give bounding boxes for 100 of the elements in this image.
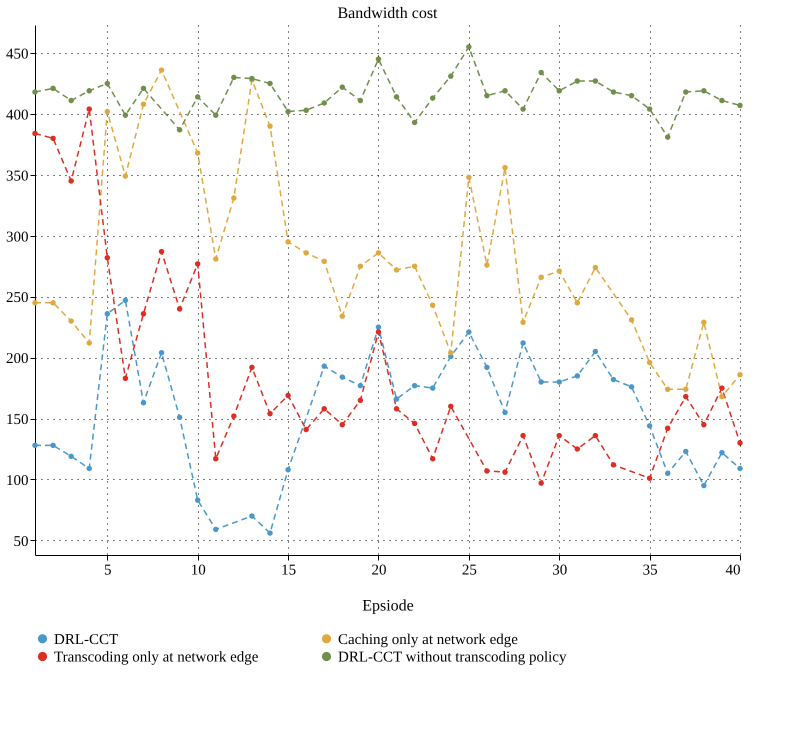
point (104, 254, 110, 260)
point (701, 88, 707, 94)
point (140, 86, 146, 92)
point (520, 340, 526, 346)
point (574, 78, 580, 84)
point (737, 372, 743, 378)
point (394, 406, 400, 412)
point (68, 178, 74, 184)
x-tick-label: 10 (190, 562, 206, 578)
point (683, 448, 689, 454)
point (412, 264, 418, 269)
point (104, 311, 110, 316)
point (68, 318, 74, 324)
point (556, 268, 562, 274)
point (538, 379, 544, 385)
point (538, 274, 544, 280)
point (484, 468, 490, 474)
point (86, 466, 92, 472)
point (194, 261, 200, 267)
point (737, 466, 743, 472)
point (664, 134, 670, 140)
y-tick-label: 100 (6, 472, 28, 489)
point (321, 363, 327, 369)
point (358, 382, 364, 388)
point (484, 262, 490, 268)
point (249, 364, 255, 370)
point (213, 526, 219, 532)
point (303, 250, 309, 256)
point (484, 92, 490, 98)
point (556, 432, 562, 438)
point (430, 385, 436, 391)
point (701, 422, 707, 428)
point (176, 306, 182, 312)
point (502, 88, 508, 94)
point (484, 364, 490, 370)
point (574, 373, 580, 379)
legend-label: Caching only at network edge (338, 632, 518, 648)
point (267, 530, 273, 536)
y-tick-label: 50 (14, 534, 28, 550)
point (610, 376, 616, 382)
point (303, 108, 309, 114)
point (574, 300, 580, 306)
point (358, 98, 364, 104)
point (122, 298, 128, 304)
point (628, 384, 634, 390)
point (50, 136, 56, 142)
point (683, 89, 689, 95)
point (502, 410, 508, 416)
point (701, 482, 707, 488)
point (158, 350, 164, 356)
point (104, 80, 110, 86)
point (412, 382, 418, 388)
point (664, 470, 670, 476)
point (592, 432, 598, 438)
point (158, 67, 164, 73)
point (321, 100, 327, 106)
point (628, 317, 634, 323)
y-tick-label: 250 (6, 290, 28, 306)
point (412, 420, 418, 426)
point (340, 422, 346, 428)
x-tick-label: 30 (552, 562, 568, 578)
point (122, 376, 128, 382)
x-tick-label: 25 (462, 562, 477, 578)
point (50, 442, 56, 448)
point (737, 440, 743, 446)
point (285, 392, 291, 398)
point (86, 106, 92, 112)
point (448, 404, 454, 410)
point (140, 400, 146, 406)
point (321, 406, 327, 412)
point (213, 112, 219, 118)
point (701, 320, 707, 326)
x-tick-label: 15 (281, 562, 296, 578)
point (520, 106, 526, 112)
x-axis-title: Epsiode (362, 598, 414, 614)
point (683, 386, 689, 392)
point (664, 386, 670, 392)
point (466, 174, 472, 180)
point (340, 313, 346, 319)
point (158, 248, 164, 254)
point (502, 164, 508, 170)
point (719, 385, 725, 391)
point (358, 398, 364, 403)
point (737, 102, 743, 108)
point (285, 466, 291, 472)
x-tick-label: 40 (726, 562, 740, 578)
point (104, 108, 110, 114)
point (267, 80, 273, 86)
point (646, 360, 652, 366)
point (140, 311, 146, 316)
point (719, 450, 725, 456)
point (628, 92, 634, 98)
point (610, 89, 616, 95)
point (122, 112, 128, 118)
point (556, 88, 562, 94)
point (520, 432, 526, 438)
point (466, 329, 472, 335)
point (466, 44, 472, 50)
x-tick-label: 5 (104, 562, 112, 578)
point (646, 476, 652, 481)
